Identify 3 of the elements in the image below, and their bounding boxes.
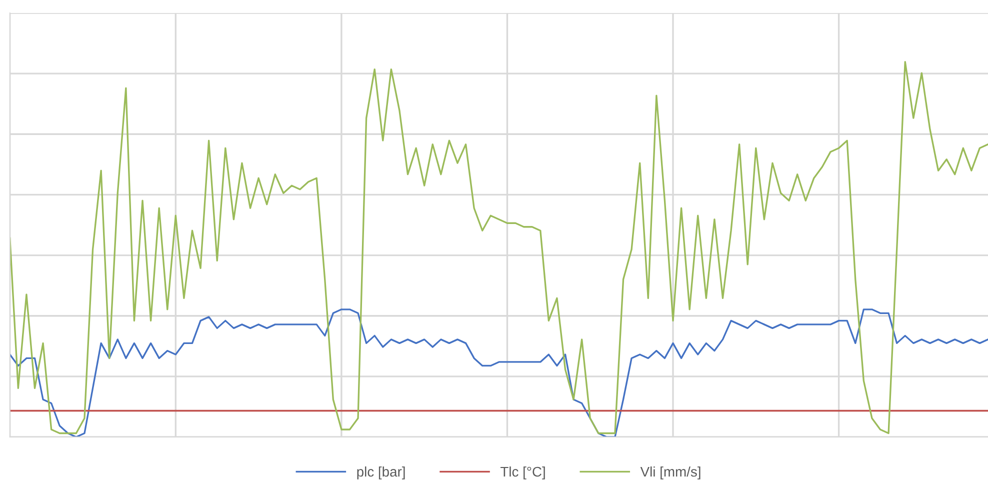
legend-label: Tlc [°C] — [500, 466, 545, 480]
legend-label: Vli [mm/s] — [640, 466, 700, 480]
legend-label: plc [bar] — [357, 466, 405, 480]
